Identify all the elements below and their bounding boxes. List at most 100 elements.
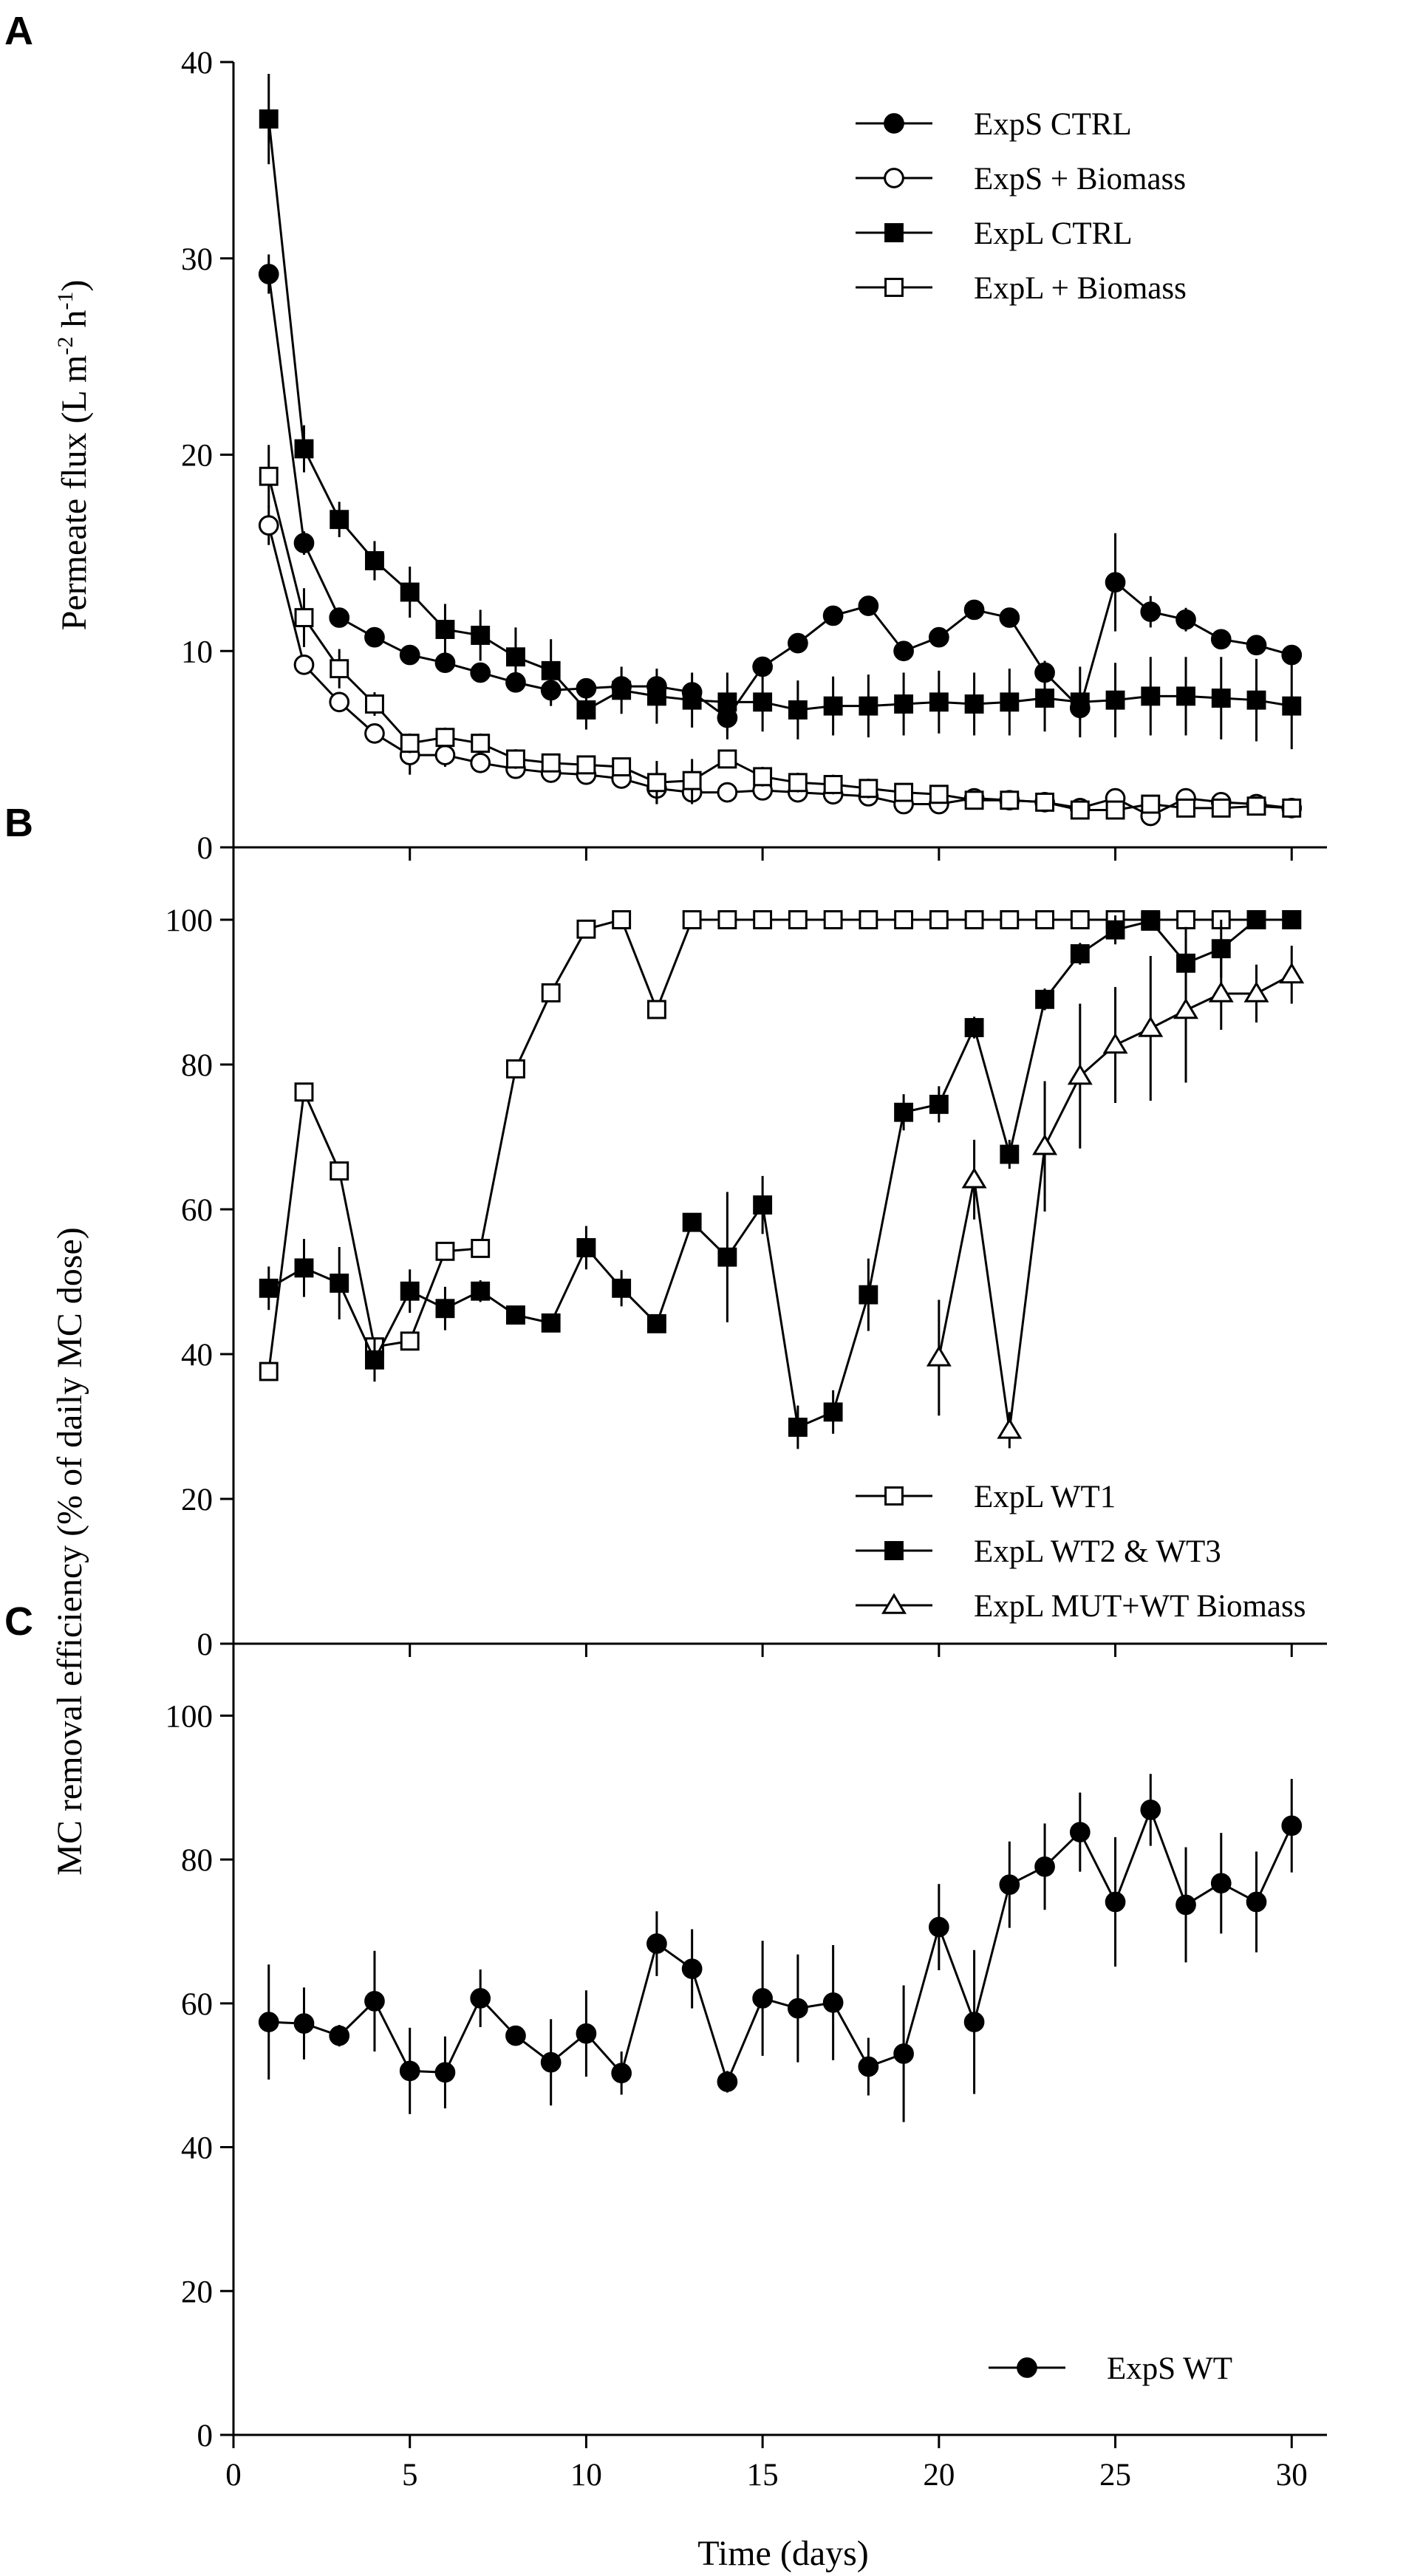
data-point	[434, 745, 456, 765]
data-point	[893, 640, 914, 662]
data-point	[1173, 997, 1199, 1019]
panel-a-series	[258, 73, 1303, 827]
data-point	[646, 1313, 666, 1333]
panel-c-y-tick-label: 100	[165, 1699, 214, 1734]
data-point	[1243, 981, 1269, 1002]
legend-label: ExpS WT	[1107, 2351, 1232, 2386]
data-point	[753, 767, 773, 787]
data-point	[365, 694, 384, 714]
data-point	[293, 655, 315, 675]
data-point	[858, 595, 879, 616]
panel-a-y-tick-label: 40	[181, 46, 213, 81]
data-point	[1141, 686, 1161, 706]
data-point	[1246, 910, 1266, 929]
panel-b-legend: ExpL WT1 ExpL WT2 & WT3 ExpL MUT+WT Biomas…	[856, 1480, 1306, 1624]
panel-a-y-tick-label: 20	[181, 439, 213, 474]
x-tick-label: 5	[402, 2458, 418, 2493]
x-tick-label: 0	[225, 2458, 242, 2493]
data-point	[1070, 944, 1090, 963]
data-point	[1246, 635, 1267, 656]
data-point	[471, 626, 491, 645]
data-point	[1282, 910, 1302, 929]
data-point	[788, 1418, 808, 1437]
data-point	[576, 755, 596, 775]
shared-y-axis-title: MC removal efficiency (% of daily MC dos…	[50, 1227, 89, 1876]
data-point	[752, 1988, 773, 2009]
data-point	[612, 680, 632, 700]
data-point	[928, 1916, 949, 1938]
legend-entry: ExpS + Biomass	[856, 162, 1186, 197]
legend-entry: ExpL WT2 & WT3	[856, 1534, 1221, 1569]
data-point	[1210, 629, 1232, 650]
legend-marker	[881, 1593, 907, 1614]
legend-entry: ExpL CTRL	[856, 216, 1133, 251]
data-point	[576, 919, 596, 939]
data-point	[294, 608, 314, 628]
data-point	[505, 1059, 525, 1079]
data-point	[330, 510, 349, 530]
panel-c-letter: C	[4, 1599, 33, 1644]
data-point	[1176, 910, 1195, 929]
panel-b-series-2	[926, 937, 1305, 1449]
data-point	[788, 632, 808, 654]
data-point	[1105, 920, 1125, 940]
data-point	[1035, 989, 1055, 1009]
data-point	[400, 1281, 420, 1301]
x-tick-label: 20	[923, 2458, 955, 2493]
data-point	[364, 723, 385, 744]
data-point	[823, 696, 843, 716]
panel-a-letter: A	[4, 9, 33, 53]
data-point	[717, 692, 737, 712]
panel-b-y-tick-label: 60	[181, 1193, 213, 1228]
data-point	[753, 910, 773, 929]
data-point	[1208, 981, 1234, 1002]
data-point	[859, 910, 878, 929]
data-point	[1175, 1894, 1196, 1916]
data-point	[929, 910, 949, 929]
data-point	[753, 692, 773, 712]
data-point	[364, 1991, 385, 2012]
data-point	[963, 2012, 985, 2032]
data-point	[259, 109, 279, 129]
data-point	[293, 533, 315, 553]
data-point	[1281, 644, 1303, 666]
data-point	[471, 1281, 491, 1301]
legend-entry: ExpL MUT+WT Biomass	[856, 1589, 1306, 1624]
data-point	[1281, 1815, 1303, 1837]
x-tick-label: 10	[570, 2458, 602, 2493]
data-point	[929, 785, 949, 804]
data-point	[505, 749, 525, 769]
legend-label: ExpS + Biomass	[974, 162, 1186, 197]
data-point	[1000, 692, 1020, 712]
panel-a-y-title-end: )	[55, 280, 94, 292]
legend-marker	[884, 223, 904, 242]
data-point	[1105, 1891, 1126, 1913]
data-point	[1140, 1800, 1161, 1820]
data-point	[330, 1274, 349, 1293]
data-point	[822, 605, 844, 626]
data-point	[646, 1000, 666, 1019]
data-point	[682, 690, 702, 710]
panel-b-axes: 0 20 40 60 80 100	[165, 847, 1327, 1662]
data-point	[1175, 609, 1196, 630]
data-point	[330, 659, 349, 679]
data-point	[470, 662, 491, 683]
data-point	[788, 700, 808, 720]
data-point	[1211, 798, 1231, 818]
data-point	[859, 696, 878, 716]
x-tick-label: 15	[747, 2458, 779, 2493]
data-point	[859, 779, 878, 799]
data-point	[717, 1247, 737, 1267]
legend-entry: ExpL WT1	[856, 1480, 1116, 1514]
data-point	[859, 1285, 878, 1305]
data-point	[365, 551, 384, 570]
data-point	[717, 910, 737, 929]
data-point	[1279, 962, 1305, 984]
data-point	[505, 1305, 525, 1325]
data-point	[330, 1161, 349, 1181]
data-point	[435, 728, 455, 748]
panel-a-series-0	[258, 254, 1303, 739]
data-point	[1210, 1873, 1232, 1894]
data-point	[293, 2013, 315, 2034]
